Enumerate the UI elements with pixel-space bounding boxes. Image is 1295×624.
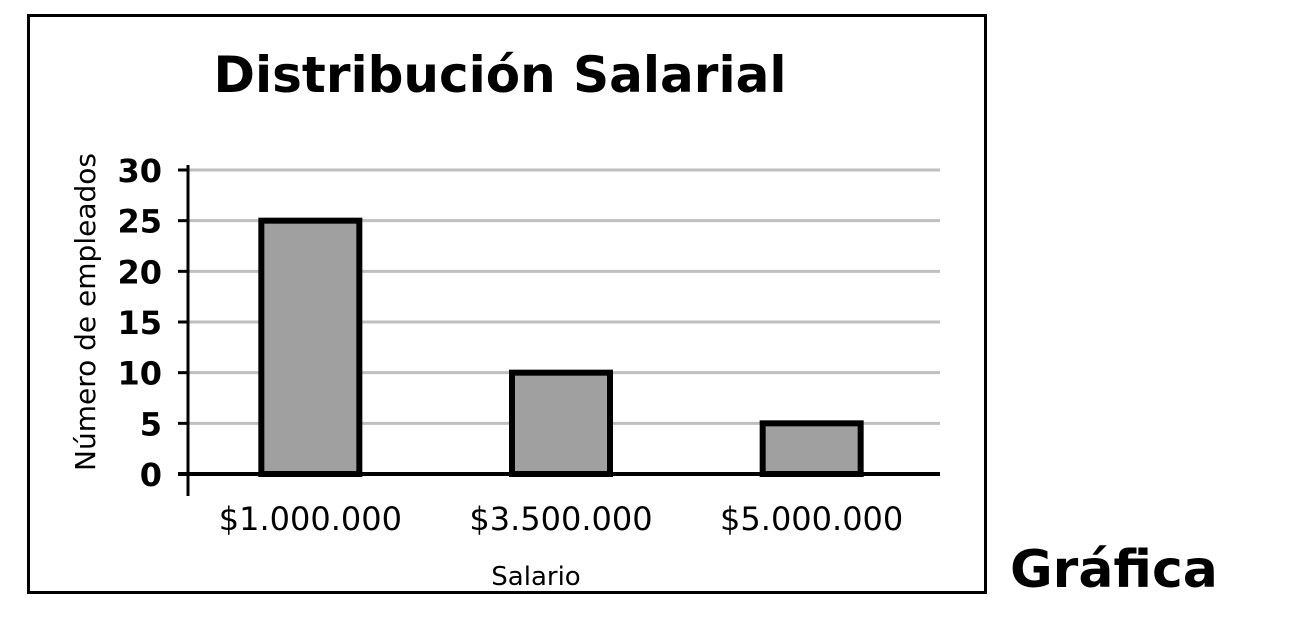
y-tick-labels: 0 5 10 15 20 25 30	[117, 152, 162, 494]
bar-3	[759, 420, 864, 478]
chart-title: Distribución Salarial	[214, 46, 787, 104]
x-tick-labels: $1.000.000 $3.500.000 $5.000.000	[219, 500, 904, 538]
figure-caption: Gráfica	[1010, 540, 1218, 600]
bars	[258, 217, 864, 478]
y-tick-label: 25	[117, 203, 162, 241]
y-tick-label: 30	[117, 152, 162, 190]
bar-2	[509, 369, 613, 477]
y-tick-label: 0	[140, 456, 162, 494]
x-axis-label: Salario	[491, 562, 580, 592]
y-axis-label: Número de empleados	[69, 153, 102, 471]
axes	[178, 165, 940, 496]
y-tick-label: 10	[117, 355, 162, 393]
x-tick-label: $5.000.000	[720, 500, 903, 538]
y-tick-label: 15	[117, 304, 162, 342]
y-tick-label: 5	[140, 405, 162, 443]
x-tick-label: $1.000.000	[219, 500, 402, 538]
y-tick-label: 20	[117, 253, 162, 291]
bar-1	[258, 217, 363, 477]
x-tick-label: $3.500.000	[469, 500, 652, 538]
